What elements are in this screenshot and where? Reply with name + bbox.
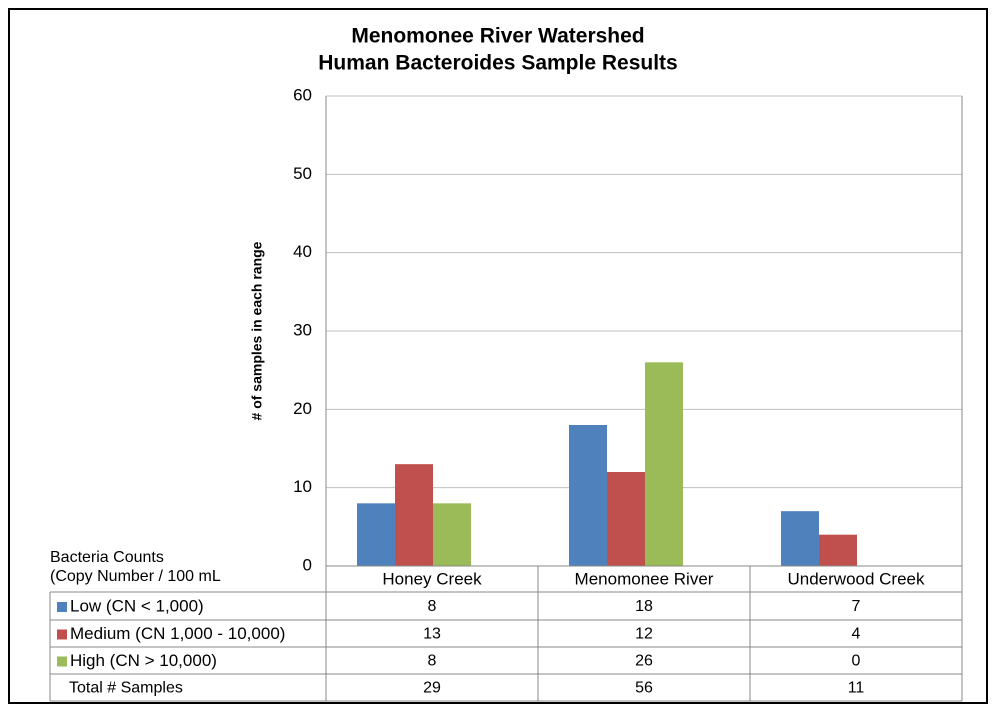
- legend-swatch: [57, 629, 67, 640]
- table-cell: 8: [428, 598, 437, 615]
- chart-title: Human Bacteroides Sample Results: [318, 52, 677, 75]
- table-cell: 7: [852, 598, 861, 615]
- y-tick-label: 0: [303, 555, 312, 574]
- table-cell: 4: [852, 626, 861, 643]
- bar: [645, 362, 683, 566]
- bar: [357, 503, 395, 566]
- legend-label: Medium (CN 1,000 - 10,000): [70, 624, 285, 643]
- bar: [433, 503, 471, 566]
- table-cell: 29: [423, 680, 441, 697]
- table-cell: 26: [635, 653, 653, 670]
- table-cell: 56: [635, 680, 653, 697]
- y-tick-label: 60: [293, 85, 312, 104]
- chart-title: Menomonee River Watershed: [351, 25, 644, 48]
- bar: [395, 464, 433, 566]
- total-label: Total # Samples: [69, 680, 183, 697]
- x-tick-label: Menomonee River: [575, 569, 714, 588]
- y-tick-label: 30: [293, 320, 312, 339]
- table-header: (Copy Number / 100 mL: [50, 568, 221, 585]
- legend-swatch: [57, 602, 67, 612]
- y-axis-label: # of samples in each range: [249, 241, 265, 420]
- table-cell: 0: [852, 653, 861, 670]
- table-cell: 11: [848, 680, 865, 697]
- bar: [569, 425, 607, 566]
- y-tick-label: 20: [293, 399, 312, 418]
- y-tick-label: 40: [293, 242, 312, 261]
- bar: [781, 511, 819, 566]
- bar: [819, 534, 857, 566]
- legend-label: High (CN > 10,000): [70, 651, 217, 670]
- x-tick-label: Underwood Creek: [787, 569, 925, 588]
- bar: [607, 472, 645, 566]
- frame: [8, 8, 988, 704]
- table-cell: 18: [635, 598, 653, 615]
- x-tick-label: Honey Creek: [382, 569, 482, 588]
- legend-label: Low (CN < 1,000): [70, 596, 204, 615]
- legend-swatch: [57, 656, 67, 667]
- table-cell: 13: [423, 626, 441, 643]
- table-cell: 8: [428, 653, 437, 670]
- table-cell: 12: [635, 626, 653, 643]
- y-tick-label: 50: [293, 164, 312, 183]
- table-header: Bacteria Counts: [50, 549, 164, 566]
- y-tick-label: 10: [293, 477, 312, 496]
